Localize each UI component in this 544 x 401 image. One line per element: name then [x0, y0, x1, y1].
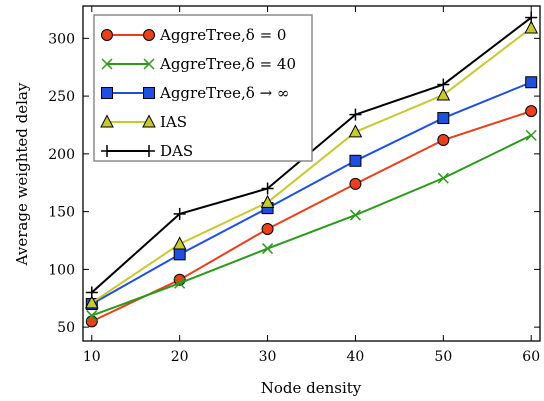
legend-marker [143, 58, 155, 70]
legend-label: IAS [160, 113, 187, 131]
data-point [525, 129, 537, 141]
legend-marker [143, 87, 155, 99]
data-point [86, 310, 98, 322]
data-point [84, 295, 99, 309]
data-point [172, 236, 187, 250]
data-point [174, 277, 186, 289]
y-tick-label: 150 [48, 205, 75, 221]
series-2 [86, 129, 537, 322]
legend-marker [101, 29, 113, 41]
legend-item: AggreTree,δ = 40 [101, 55, 296, 73]
data-point [437, 172, 449, 184]
series-line [91, 134, 532, 317]
legend-label: AggreTree,δ = 40 [159, 55, 296, 73]
legend: AggreTree,δ = 0 AggreTree,δ = 40 AggreTree… [93, 14, 313, 162]
x-axis-title: Node density [261, 379, 362, 397]
y-tick-label: 300 [48, 31, 75, 47]
data-point [85, 286, 98, 299]
data-point [437, 134, 450, 146]
plot-frame [82, 5, 541, 342]
data-point [349, 209, 361, 221]
legend-box [93, 14, 313, 162]
data-point [436, 87, 451, 101]
legend-label: AggreTree,δ = 0 [159, 26, 286, 44]
legend-label: DAS [160, 142, 193, 160]
legend-marker [101, 145, 113, 157]
series-line [91, 81, 532, 305]
data-point [261, 182, 274, 195]
data-point [525, 76, 538, 89]
x-tick-label: 60 [522, 349, 540, 365]
legend-item: AggreTree,δ → ∞ [101, 84, 289, 102]
data-point [437, 78, 450, 91]
data-point [349, 108, 362, 121]
legend-marker [101, 58, 113, 70]
x-tick-label: 30 [259, 349, 277, 365]
legend-item: IAS [100, 113, 187, 131]
data-point [348, 124, 363, 138]
axes: 10 20 30 40 50 60 50 100 150 200 250 300 [48, 5, 541, 365]
data-point [173, 248, 186, 261]
legend-label: AggreTree,δ → ∞ [159, 84, 289, 102]
legend-marker [142, 114, 156, 128]
series-line [91, 27, 532, 304]
data-point [260, 194, 275, 208]
y-tick-label: 50 [57, 320, 75, 336]
series-1 [85, 105, 538, 328]
series-4 [84, 20, 539, 309]
data-point [261, 222, 274, 235]
y-axis-title: Average weighted delay [13, 82, 31, 266]
data-point [85, 315, 98, 328]
data-point [262, 243, 274, 255]
data-point [173, 207, 186, 220]
series-line [91, 110, 532, 323]
legend-marker [100, 114, 114, 128]
x-tick-label: 10 [83, 349, 101, 365]
x-tick-label: 50 [434, 349, 452, 365]
data-point [525, 11, 538, 24]
legend-item: DAS [101, 142, 193, 160]
legend-marker [101, 87, 113, 99]
y-tick-label: 100 [48, 262, 75, 278]
y-tick-label: 200 [48, 147, 75, 163]
data-point [524, 20, 539, 34]
data-point [525, 105, 538, 118]
data-point [349, 154, 362, 167]
y-tick-label: 250 [48, 89, 75, 105]
legend-item: AggreTree,δ = 0 [101, 26, 286, 44]
data-point [349, 177, 362, 190]
legend-marker [143, 29, 155, 41]
x-tick-label: 40 [347, 349, 365, 365]
data-point [437, 112, 450, 125]
x-tick-label: 20 [171, 349, 189, 365]
legend-marker [143, 145, 155, 157]
